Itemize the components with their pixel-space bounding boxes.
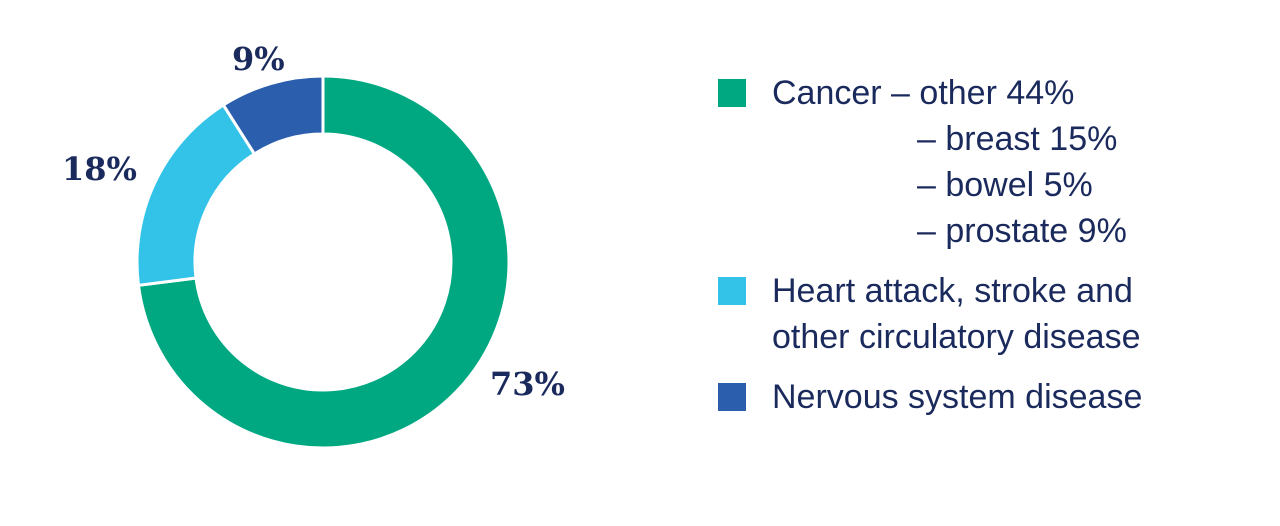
legend-label-cancer: Cancer – other 44% bbox=[772, 74, 1075, 112]
legend-label-nervous: Nervous system disease bbox=[772, 378, 1143, 416]
donut-slice-nervous bbox=[221, 74, 325, 156]
donut-slice-cancer bbox=[136, 74, 511, 450]
legend-label-circulatory-2: other circulatory disease bbox=[772, 318, 1141, 356]
slice-label-nervous: 9% bbox=[232, 40, 285, 78]
legend-item-cancer: Cancer – other 44% – breast 15% – bowel … bbox=[718, 70, 1142, 254]
legend-swatch-cancer bbox=[718, 79, 746, 107]
donut-slice-circulatory bbox=[135, 102, 257, 287]
legend-sub-bowel: – bowel 5% bbox=[917, 166, 1093, 204]
slice-label-circulatory: 18% bbox=[62, 150, 137, 188]
legend-sub-prostate: – prostate 9% bbox=[917, 212, 1127, 250]
legend: Cancer – other 44% – breast 15% – bowel … bbox=[718, 70, 1142, 434]
legend-item-nervous: Nervous system disease bbox=[718, 374, 1142, 420]
legend-label-circulatory-1: Heart attack, stroke and bbox=[772, 272, 1133, 310]
legend-sub-breast: – breast 15% bbox=[917, 120, 1118, 158]
legend-item-circulatory: Heart attack, stroke and other circulato… bbox=[718, 268, 1142, 360]
slice-label-cancer: 73% bbox=[490, 365, 565, 403]
legend-swatch-nervous bbox=[718, 383, 746, 411]
legend-swatch-circulatory bbox=[718, 277, 746, 305]
